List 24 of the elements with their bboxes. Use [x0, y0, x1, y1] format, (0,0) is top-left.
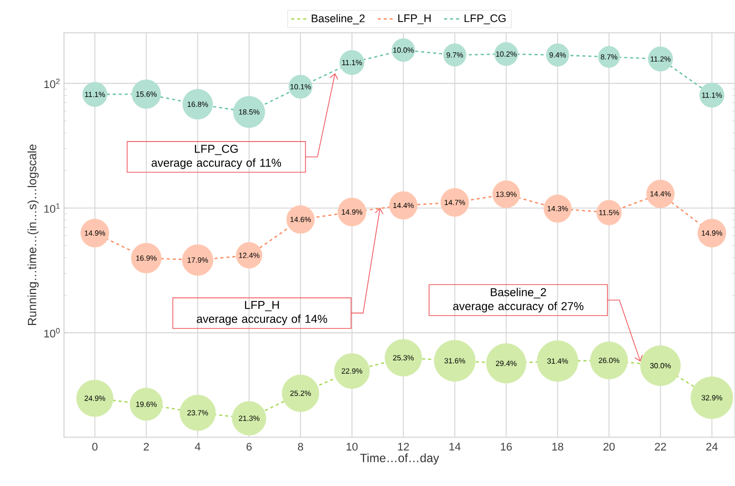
x-tick-label: 10 [346, 442, 358, 451]
y-tick-label: 10$^{0}$ [44, 328, 60, 338]
annotation: LFP_CG average accuracy of 11% [152, 144, 282, 170]
annotation: Baseline_2 average accuracy of 27% [453, 288, 584, 312]
y-tick-label: 10$^{2}$ [44, 78, 60, 88]
x-tick-label: 6 [246, 442, 252, 451]
annotation: LFP_H average accuracy of 14% [196, 300, 328, 326]
legend-label: LFP_CG [464, 14, 506, 24]
x-tick-label: 4 [194, 442, 200, 450]
y-tick-label: 10$^{1}$ [44, 203, 60, 213]
x-axis-title: Time…of…day [360, 453, 440, 465]
x-tick-label: 22 [654, 442, 666, 450]
x-tick-label: 12 [398, 442, 409, 450]
x-tick-label: 8 [298, 442, 304, 451]
x-tick-label: 24 [706, 442, 718, 450]
x-tick-label: 2 [144, 442, 149, 450]
legend-label: LFP_H [398, 14, 431, 24]
legend-label: Baseline_2 [312, 14, 365, 24]
y-axis-title: Running…time…(in…s)…logscale [28, 144, 39, 326]
x-tick-label: 16 [500, 442, 512, 451]
x-tick-label: 18 [552, 442, 564, 451]
x-tick-label: 20 [603, 442, 615, 451]
x-tick-label: 0 [92, 442, 98, 451]
x-tick-label: 14 [450, 442, 461, 450]
